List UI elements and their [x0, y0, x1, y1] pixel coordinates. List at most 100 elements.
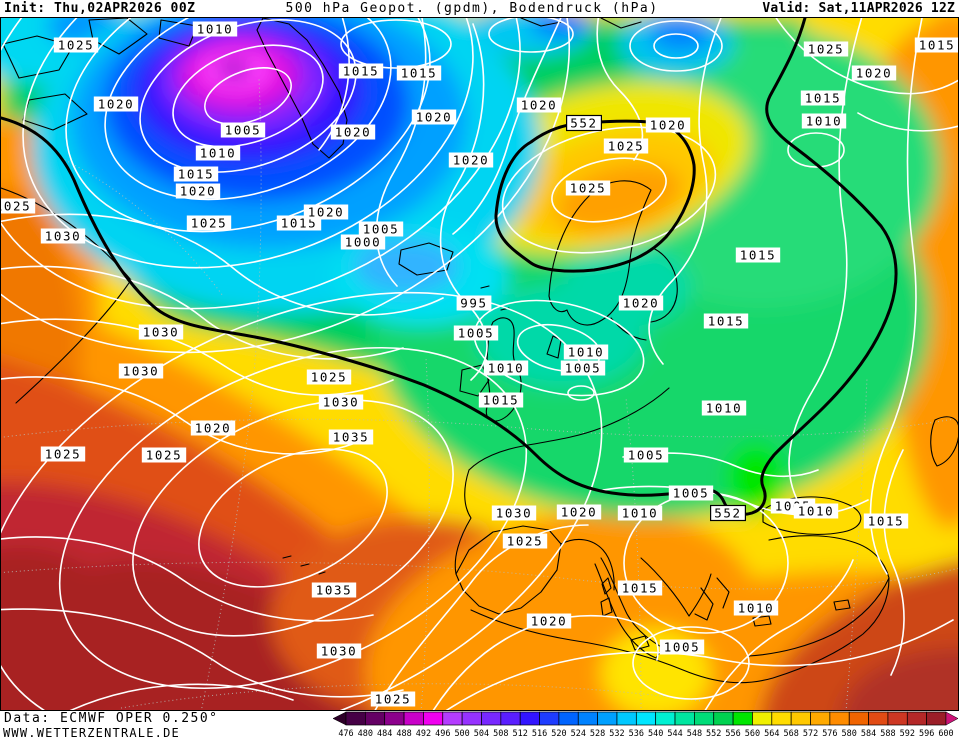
svg-text:528: 528: [590, 729, 605, 739]
svg-text:1030: 1030: [143, 325, 180, 340]
svg-text:504: 504: [474, 729, 489, 739]
svg-text:512: 512: [513, 729, 528, 739]
svg-text:1015: 1015: [805, 91, 842, 106]
geopotential-contour-552: [1, 18, 898, 516]
svg-text:532: 532: [609, 729, 624, 739]
pressure-label: 1020: [851, 65, 897, 81]
svg-text:500: 500: [454, 729, 469, 739]
svg-text:1025: 1025: [570, 181, 607, 196]
svg-text:484: 484: [377, 729, 392, 739]
svg-text:1015: 1015: [622, 581, 659, 596]
svg-text:572: 572: [803, 729, 818, 739]
pressure-label: 1015: [735, 247, 781, 263]
svg-text:1015: 1015: [919, 38, 956, 53]
svg-text:1020: 1020: [453, 153, 490, 168]
pressure-label: 1020: [411, 109, 457, 125]
svg-text:492: 492: [416, 729, 431, 739]
svg-text:1020: 1020: [623, 296, 660, 311]
pressure-label: 1035: [311, 582, 357, 598]
svg-text:995: 995: [460, 296, 487, 311]
pressure-label: 1025: [803, 41, 849, 57]
svg-text:488: 488: [396, 729, 411, 739]
pressure-label: 1025: [370, 691, 416, 707]
svg-text:1025: 1025: [311, 370, 348, 385]
colorbar-swatches: [332, 711, 959, 726]
svg-text:496: 496: [435, 729, 450, 739]
map-header: Init: Thu,02APR2026 00Z 500 hPa Geopot. …: [0, 0, 959, 17]
svg-text:596: 596: [919, 729, 934, 739]
svg-text:1030: 1030: [496, 506, 533, 521]
svg-text:1025: 1025: [375, 692, 412, 707]
svg-text:584: 584: [861, 729, 876, 739]
svg-text:1005: 1005: [565, 361, 602, 376]
pressure-label: 1020: [645, 117, 691, 133]
svg-text:552: 552: [570, 116, 597, 131]
svg-text:548: 548: [687, 729, 702, 739]
svg-text:1035: 1035: [333, 430, 370, 445]
svg-text:480: 480: [358, 729, 373, 739]
svg-text:1005: 1005: [673, 486, 710, 501]
pressure-label: 995: [456, 295, 492, 311]
svg-text:1015: 1015: [401, 66, 438, 81]
valid-time-label: Valid: Sat,11APR2026 12Z: [762, 1, 955, 16]
pressure-label: 1020: [448, 152, 494, 168]
chart-title: 500 hPa Geopot. (gpdm), Bodendruck (hPa): [285, 1, 659, 16]
svg-text:1025: 1025: [1, 199, 31, 214]
svg-text:1020: 1020: [195, 421, 232, 436]
pressure-label: 1020: [516, 97, 562, 113]
pressure-label: 1005: [560, 360, 606, 376]
svg-text:1010: 1010: [488, 361, 525, 376]
pressure-label: 1025: [53, 37, 99, 53]
svg-text:1030: 1030: [123, 364, 160, 379]
svg-text:580: 580: [842, 729, 857, 739]
svg-text:1015: 1015: [483, 393, 520, 408]
svg-text:1020: 1020: [98, 97, 135, 112]
pressure-label: 1020: [526, 613, 572, 629]
svg-text:1020: 1020: [561, 505, 598, 520]
isobars: [1, 18, 958, 710]
svg-text:1020: 1020: [650, 118, 687, 133]
svg-text:1005: 1005: [458, 326, 495, 341]
pressure-label: 1005: [358, 221, 404, 237]
svg-text:1010: 1010: [197, 22, 234, 37]
svg-text:1000: 1000: [345, 235, 382, 250]
svg-text:1020: 1020: [180, 184, 217, 199]
svg-text:556: 556: [725, 729, 740, 739]
pressure-label: 1010: [617, 505, 663, 521]
svg-text:564: 564: [764, 729, 779, 739]
svg-text:1025: 1025: [808, 42, 845, 57]
init-time-label: Init: Thu,02APR2026 00Z: [4, 1, 196, 16]
svg-text:1020: 1020: [521, 98, 558, 113]
pressure-label: 1010: [563, 344, 609, 360]
pressure-label: 1015: [800, 90, 846, 106]
graticule: [1, 77, 958, 710]
svg-text:1020: 1020: [335, 125, 372, 140]
pressure-label: 1020: [190, 420, 236, 436]
pressure-label: 1010: [483, 360, 529, 376]
pressure-label: 1025: [502, 533, 548, 549]
pressure-label: 1015: [863, 513, 909, 529]
svg-text:560: 560: [745, 729, 760, 739]
svg-text:544: 544: [667, 729, 682, 739]
svg-text:568: 568: [783, 729, 798, 739]
svg-text:1015: 1015: [740, 248, 777, 263]
svg-text:1010: 1010: [706, 401, 743, 416]
svg-text:1020: 1020: [308, 205, 345, 220]
pressure-label: 1010: [793, 503, 839, 519]
pressure-label: 1010: [195, 145, 241, 161]
svg-text:576: 576: [822, 729, 837, 739]
pressure-label: 1020: [618, 295, 664, 311]
svg-text:1005: 1005: [628, 448, 665, 463]
svg-text:1025: 1025: [58, 38, 95, 53]
pressure-label: 1005: [668, 485, 714, 501]
pressure-label: 1030: [40, 228, 86, 244]
pressure-label: 1020: [93, 96, 139, 112]
pressure-label: 1025: [306, 369, 352, 385]
pressure-label: 1010: [701, 400, 747, 416]
svg-text:600: 600: [938, 729, 953, 739]
svg-text:1010: 1010: [738, 601, 775, 616]
pressure-label: 1025: [603, 138, 649, 154]
svg-text:536: 536: [629, 729, 644, 739]
svg-text:1010: 1010: [200, 146, 237, 161]
